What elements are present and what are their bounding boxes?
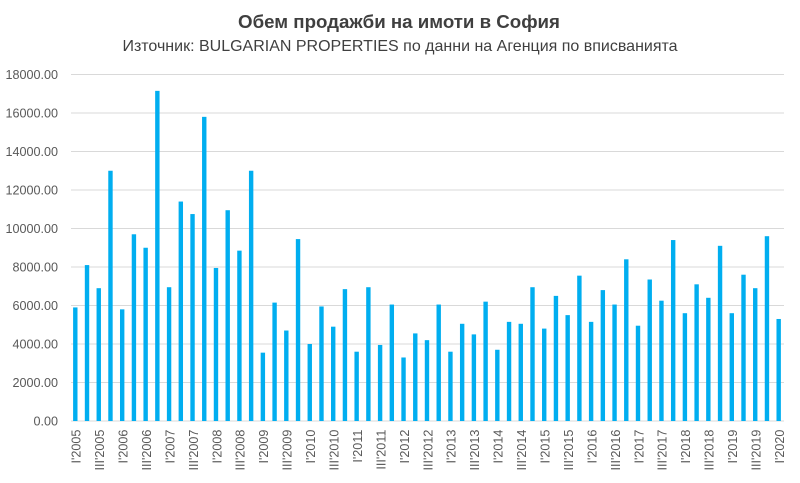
svg-text:I'2012: I'2012 xyxy=(398,430,412,464)
svg-text:III'2012: III'2012 xyxy=(421,430,435,471)
svg-text:III'2018: III'2018 xyxy=(703,430,717,471)
svg-text:14000.00: 14000.00 xyxy=(5,145,58,159)
svg-text:16000.00: 16000.00 xyxy=(5,106,58,120)
svg-text:III'2010: III'2010 xyxy=(328,430,342,471)
svg-text:12000.00: 12000.00 xyxy=(5,183,58,197)
svg-text:III'2017: III'2017 xyxy=(656,430,670,471)
svg-text:6000.00: 6000.00 xyxy=(12,299,58,313)
svg-text:III'2006: III'2006 xyxy=(140,430,154,471)
svg-text:I'2010: I'2010 xyxy=(304,430,318,464)
svg-text:III'2016: III'2016 xyxy=(609,430,623,471)
svg-text:I'2016: I'2016 xyxy=(585,430,599,464)
svg-text:10000.00: 10000.00 xyxy=(5,222,58,236)
svg-text:III'2008: III'2008 xyxy=(234,430,248,471)
svg-text:I'2015: I'2015 xyxy=(539,430,553,464)
svg-text:I'2008: I'2008 xyxy=(210,430,224,464)
svg-text:I'2013: I'2013 xyxy=(445,430,459,464)
svg-text:4000.00: 4000.00 xyxy=(12,337,58,351)
svg-text:8000.00: 8000.00 xyxy=(12,260,58,274)
svg-text:I'2006: I'2006 xyxy=(116,430,130,464)
svg-text:Обем продажби на имоти в София: Обем продажби на имоти в София xyxy=(238,11,560,32)
svg-text:III'2005: III'2005 xyxy=(93,430,107,471)
svg-text:III'2019: III'2019 xyxy=(750,430,764,471)
svg-text:Източник: BULGARIAN PROPERTIES: Източник: BULGARIAN PROPERTIES по данни … xyxy=(122,38,677,55)
svg-text:I'2018: I'2018 xyxy=(679,430,693,464)
svg-text:III'2007: III'2007 xyxy=(187,430,201,471)
svg-text:I'2005: I'2005 xyxy=(70,430,84,464)
svg-text:I'2019: I'2019 xyxy=(726,430,740,464)
svg-text:I'2007: I'2007 xyxy=(163,430,177,464)
svg-text:2000.00: 2000.00 xyxy=(12,376,58,390)
svg-text:III'2009: III'2009 xyxy=(281,430,295,471)
svg-text:III'2015: III'2015 xyxy=(562,430,576,471)
svg-text:I'2014: I'2014 xyxy=(492,430,506,464)
svg-text:III'2013: III'2013 xyxy=(468,430,482,471)
svg-text:I'2011: I'2011 xyxy=(351,430,365,463)
svg-text:III'2014: III'2014 xyxy=(515,430,529,471)
svg-text:III'2011: III'2011 xyxy=(374,430,388,470)
svg-text:18000.00: 18000.00 xyxy=(5,68,58,82)
svg-text:I'2009: I'2009 xyxy=(257,430,271,464)
svg-text:0.00: 0.00 xyxy=(33,414,58,428)
svg-text:I'2020: I'2020 xyxy=(773,430,787,464)
svg-text:I'2017: I'2017 xyxy=(632,430,646,464)
